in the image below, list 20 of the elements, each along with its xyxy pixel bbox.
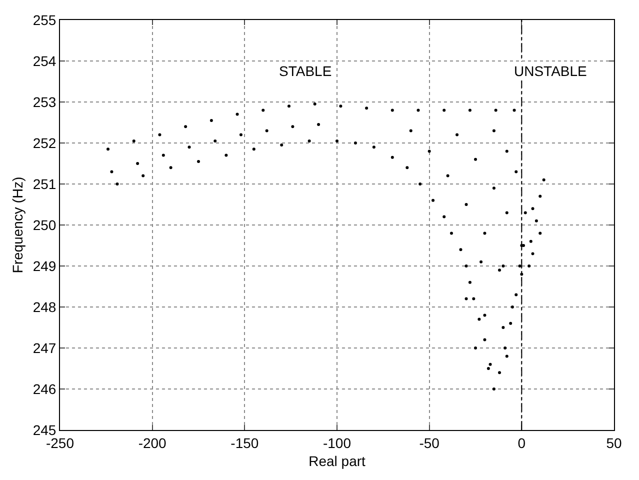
x-tick-label: 50 — [606, 434, 622, 451]
x-tick-label: 0 — [518, 434, 526, 451]
x-axis-title: Real part — [308, 453, 366, 470]
y-tick-label: 247 — [32, 340, 56, 356]
y-tick-label: 249 — [32, 258, 56, 274]
y-tick-label: 252 — [32, 134, 56, 151]
x-tick-label: -50 — [419, 434, 440, 451]
annotation: STABLE — [279, 63, 332, 79]
y-tick-label: 250 — [32, 216, 56, 233]
x-tick-label: -100 — [322, 434, 352, 451]
y-tick-label: 248 — [32, 298, 56, 315]
y-tick-label: 254 — [32, 52, 56, 69]
y-tick-label: 253 — [32, 94, 56, 110]
annotation: UNSTABLE — [514, 63, 587, 79]
y-axis-title: Frequency (Hz) — [9, 176, 26, 274]
y-tick-label: 246 — [32, 380, 56, 397]
y-tick-label: 255 — [32, 12, 56, 28]
x-tick-label: -150 — [230, 434, 259, 451]
x-tick-label: -200 — [138, 434, 167, 451]
y-tick-label: 251 — [32, 176, 56, 192]
